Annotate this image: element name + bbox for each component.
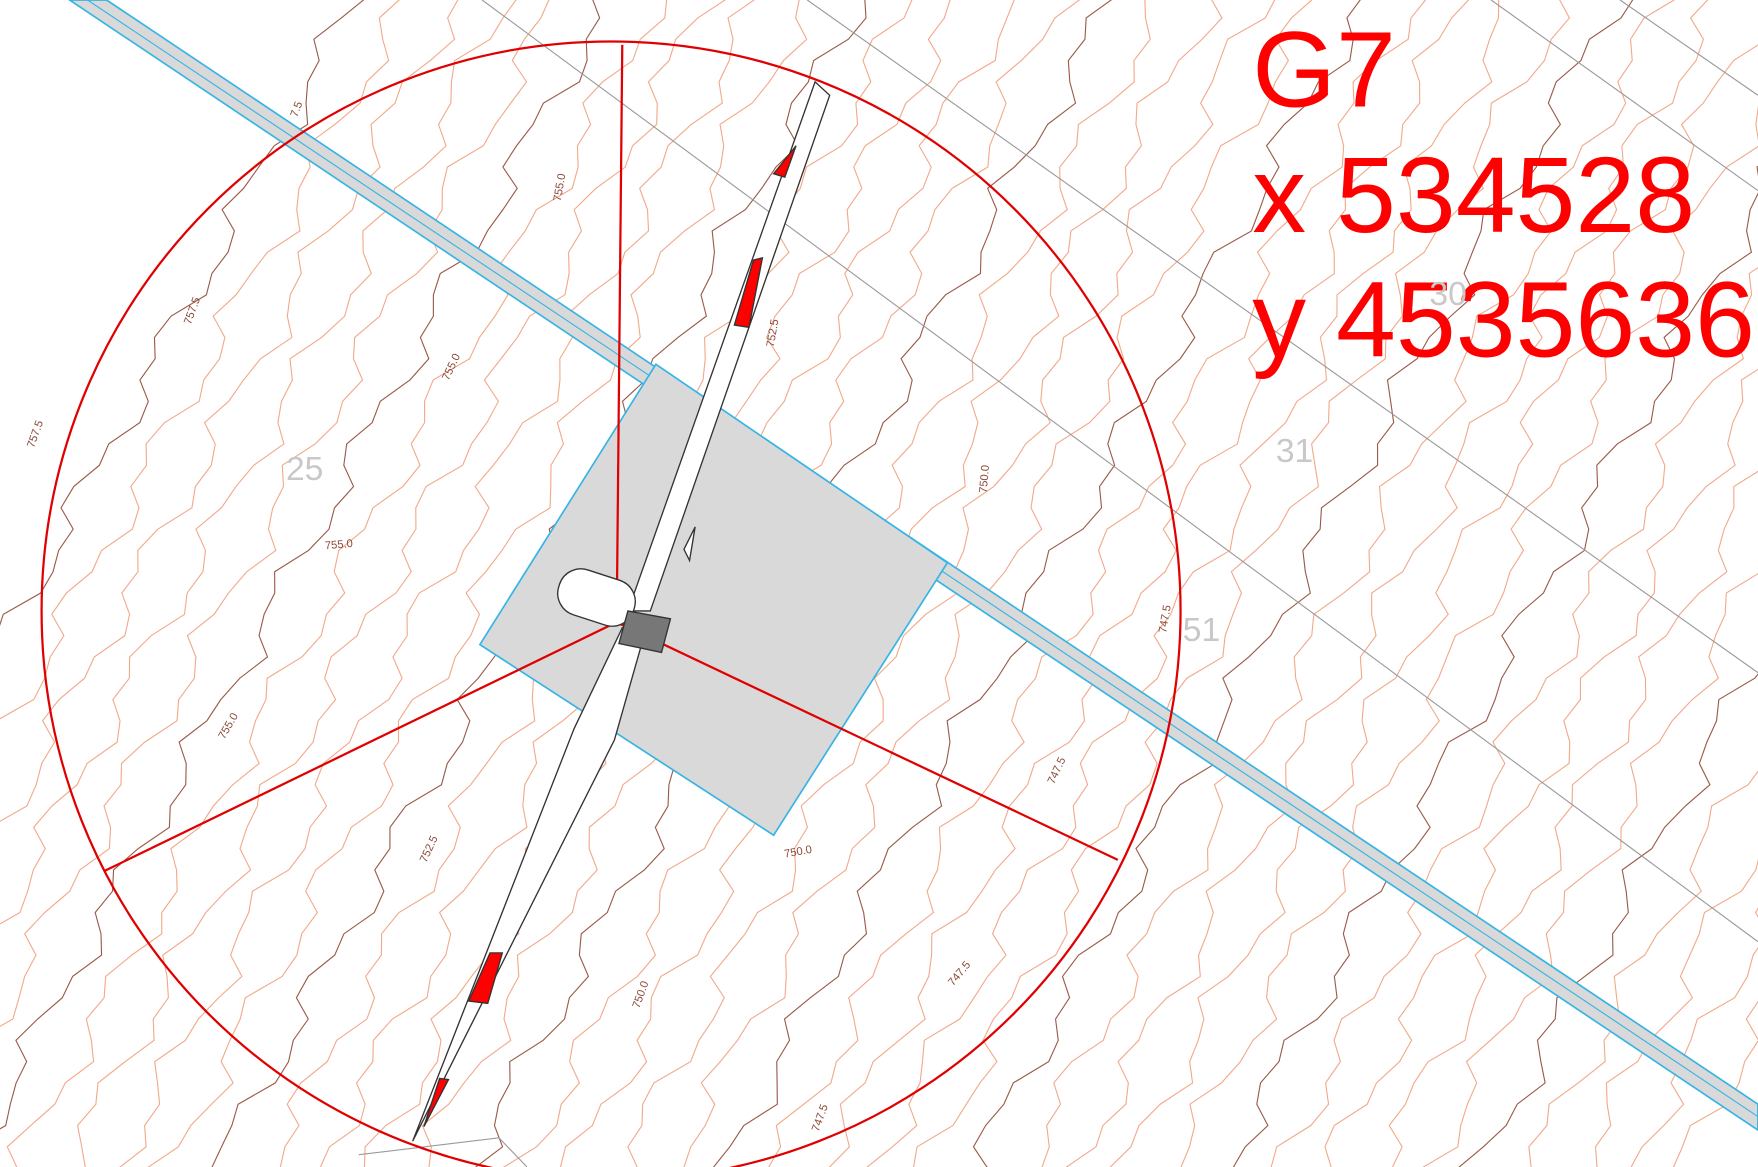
- contour-line: [0, 0, 497, 1167]
- contour-label: 755.0: [440, 352, 463, 382]
- contour-label: 750.0: [978, 465, 992, 494]
- contour-line: [0, 0, 596, 1167]
- contour-label: 757.5: [25, 419, 46, 449]
- parcel-number: 25: [286, 451, 323, 488]
- parcel-number: 31: [1276, 433, 1313, 470]
- contour-label: 755.0: [217, 711, 241, 741]
- page: G7 x 534528 y 4535636 25 31 51 30 757.5 757.5…: [0, 0, 1758, 1167]
- contour-label: 755.0: [324, 538, 353, 552]
- contour-label: 750.0: [631, 980, 652, 1010]
- contour-label: 750.0: [783, 844, 813, 861]
- parcel-number: 51: [1183, 612, 1220, 649]
- contour-label: 747.5: [810, 1103, 831, 1133]
- contour-line: [0, 0, 536, 1167]
- contour-label: 752.5: [418, 834, 441, 864]
- contour-label: 747.5: [946, 959, 973, 988]
- contour-line: [0, 0, 463, 1167]
- contour-label: 752.5: [765, 318, 782, 348]
- platform: [480, 364, 947, 835]
- contour-label: 757.5: [182, 296, 203, 326]
- coord-y: y 4535636: [1252, 259, 1755, 379]
- parcel-boundary: [359, 1138, 527, 1167]
- parcel-boundary: [1620, 0, 1758, 95]
- coord-x: x 534528: [1252, 135, 1695, 255]
- contour-label: 747.5: [1157, 604, 1174, 634]
- contour-label: 7.5: [289, 100, 306, 119]
- contour-label: 747.5: [1046, 756, 1069, 786]
- parcel-number: 30: [1429, 276, 1466, 313]
- contour-label: 755.0: [552, 173, 569, 203]
- turbine-id: G7: [1252, 9, 1396, 129]
- map: G7 x 534528 y 4535636 25 31 51 30 757.5 757.5…: [0, 0, 1758, 1167]
